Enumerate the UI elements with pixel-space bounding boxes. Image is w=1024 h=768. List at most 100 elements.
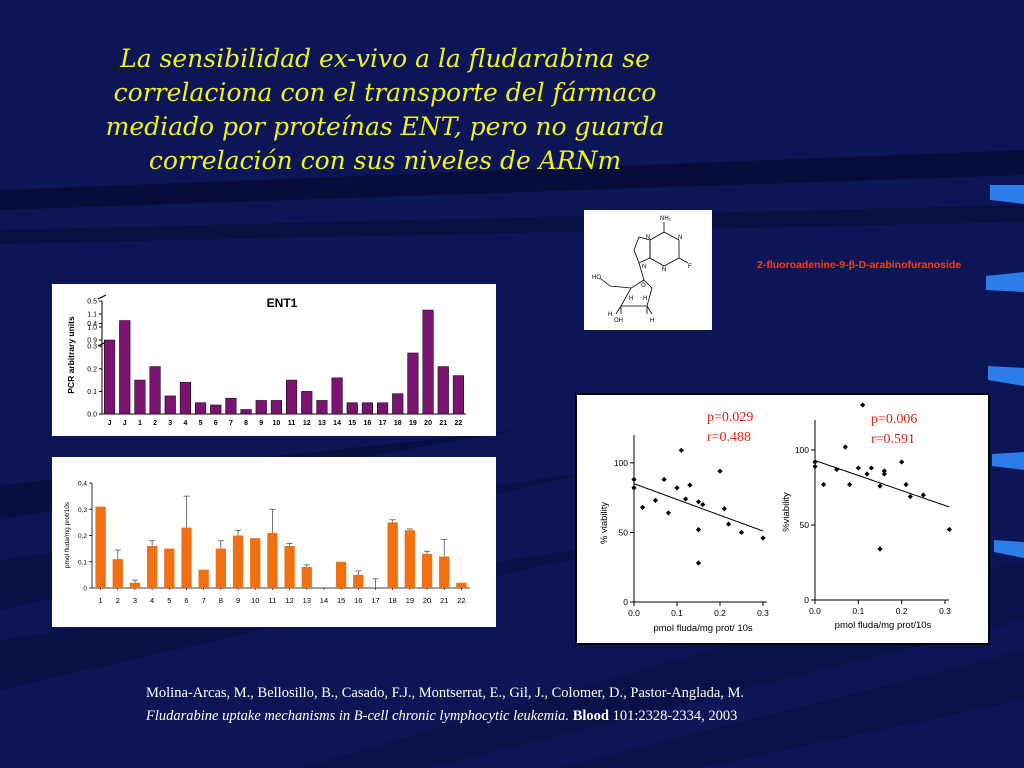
x-tick-label: 15 — [348, 420, 356, 427]
scatter-point — [877, 546, 883, 552]
scatter-point — [899, 459, 905, 465]
scatter-point — [907, 493, 913, 500]
ent1-bar — [286, 379, 298, 415]
scatter-point — [834, 466, 840, 473]
scatter-point — [678, 447, 684, 453]
uptake-bar — [232, 535, 244, 588]
chart-title: ENT1 — [267, 296, 298, 310]
x-axis-label: pmol fluda/mg prot/ 10s — [653, 623, 753, 634]
atom-label: N — [662, 267, 666, 273]
reference-authors: Molina-Arcas, M., Bellosillo, B., Casado… — [146, 685, 745, 701]
uptake-bar — [129, 582, 141, 588]
atom-label: O — [641, 283, 646, 289]
uptake-bar — [456, 582, 467, 588]
x-tick-label: 14 — [333, 420, 341, 427]
slide-title: La sensibilidad ex-vivo a la fludarabina… — [40, 42, 730, 178]
x-tick-label: 4 — [150, 596, 154, 605]
y-tick-label: 0,4 — [78, 481, 87, 488]
x-tick-label: 17 — [379, 420, 387, 427]
reference: Molina-Arcas, M., Bellosillo, B., Casado… — [146, 682, 744, 728]
y-tick-label: 0.9 — [87, 338, 97, 345]
uptake-bar — [284, 546, 295, 588]
x-tick-label: 0.2 — [896, 606, 908, 616]
uptake-bar — [95, 506, 106, 588]
x-tick-label: 0.1 — [671, 608, 683, 618]
scatter-point — [847, 481, 853, 488]
x-tick-label: 22 — [457, 596, 465, 605]
scatter-point — [877, 483, 883, 489]
scatter-point — [726, 521, 732, 527]
x-tick-label: 11 — [269, 596, 277, 605]
scatter-point — [868, 465, 874, 471]
scatter-panel: p=0.029 r=0.488 p=0.006 r=0.591 pmol flu… — [575, 393, 990, 645]
scatter-point — [700, 501, 706, 508]
scatter-point — [695, 527, 702, 533]
scatter-point — [683, 496, 689, 502]
ent1-bar — [255, 400, 267, 415]
x-tick-label: 18 — [389, 596, 397, 605]
x-tick-label: 2 — [153, 420, 157, 427]
ent1-bar — [392, 393, 404, 415]
y-tick-label: 0.1 — [87, 389, 97, 396]
viability-scatter-plots: p=0.029 r=0.488 p=0.006 r=0.591 pmol flu… — [599, 402, 952, 634]
ent1-bar — [134, 379, 146, 415]
scatter-point — [812, 463, 818, 470]
scatter-point — [695, 499, 702, 505]
ent1-bar-chart: ENT1 PCR arbitrary units 0.0 0.1 0.2 0.3 0.4… — [66, 294, 466, 427]
x-tick-label: 6 — [184, 596, 188, 605]
ent1-bar — [422, 309, 434, 415]
x-tick-label: 20 — [424, 420, 432, 427]
stat-p-value: p=0.006 — [871, 412, 917, 427]
y-tick-label: 1.1 — [87, 312, 97, 319]
x-tick-label: 13 — [318, 420, 326, 427]
atom-label: H — [650, 318, 654, 324]
x-tick-label: 5 — [199, 420, 203, 427]
molecule-diagram: NH₂ N N N N F HO O H H OH H H — [592, 216, 692, 324]
x-tick-label: 10 — [251, 596, 259, 605]
scatter-point — [881, 468, 887, 474]
x-tick-label: 14 — [320, 596, 328, 605]
scatter-point — [812, 459, 818, 465]
atom-label: N — [646, 235, 650, 241]
scatter-point — [652, 497, 659, 504]
x-tick-label: 21 — [439, 420, 447, 427]
x-tick-label: 0.0 — [809, 606, 821, 616]
atom-label: N — [678, 235, 682, 241]
y-tick-label: 50 — [619, 527, 629, 537]
x-tick-label: 9 — [236, 596, 240, 605]
y-tick-label: 0,2 — [78, 533, 87, 540]
ent1-bar — [316, 400, 328, 415]
x-tick-label: 1 — [99, 596, 103, 605]
uptake-bar — [421, 553, 433, 588]
uptake-bar — [387, 522, 398, 588]
x-tick-label: 13 — [303, 596, 311, 605]
y-tick-label: 0 — [83, 586, 87, 593]
ent1-bar — [270, 400, 282, 415]
scatter-point — [661, 476, 667, 483]
uptake-bar — [164, 548, 175, 588]
atom-label: NH₂ — [660, 216, 672, 222]
x-axis-label: pmol fluda/mg prot/10s — [835, 620, 932, 631]
uptake-bar — [404, 530, 416, 588]
uptake-bar-chart: pmol fluda/mg prot/10s 00,10,20,30,41 2 3 4… — [64, 481, 470, 605]
x-tick-label: 12 — [285, 596, 293, 605]
x-tick-label: 8 — [219, 596, 223, 605]
x-tick-label: 0.0 — [628, 608, 640, 618]
scatter-point — [640, 504, 646, 510]
y-tick-label: 0.0 — [87, 412, 97, 419]
reference-citation-line: Fludarabine uptake mechanisms in B-cell … — [146, 705, 744, 728]
atom-label: H — [643, 296, 647, 302]
scatter-point — [842, 444, 848, 450]
x-tick-label: 10 — [273, 420, 281, 427]
scatter-point — [903, 481, 909, 488]
y-tick-label: 50 — [800, 520, 810, 530]
y-tick-label: 1.0 — [87, 325, 97, 332]
scatter-point — [864, 471, 870, 477]
scatter-point — [721, 506, 727, 512]
uptake-bar — [112, 559, 123, 588]
x-tick-label: 20 — [423, 596, 431, 605]
uptake-bar — [353, 574, 364, 588]
ent1-chart-panel: ENT1 PCR arbitrary units 0.0 0.1 0.2 0.3 0.4… — [52, 284, 496, 436]
x-tick-label: 9 — [259, 420, 263, 427]
y-tick-label: 0.2 — [87, 366, 97, 373]
